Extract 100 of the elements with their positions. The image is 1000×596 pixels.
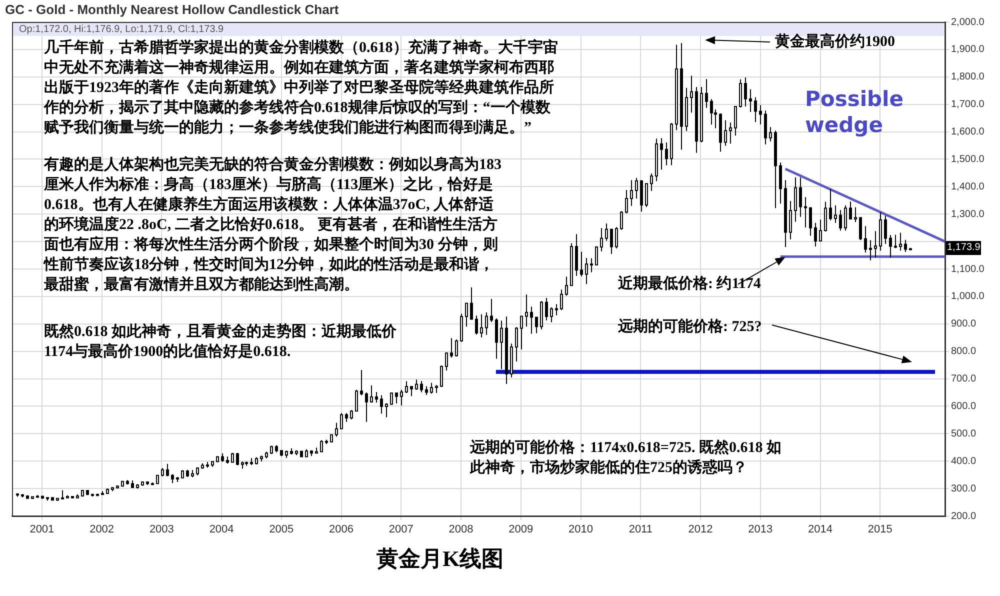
candlestick xyxy=(186,469,189,478)
candlestick xyxy=(56,497,59,502)
candlestick xyxy=(360,369,363,396)
candlestick xyxy=(465,302,468,328)
annotation: 既然0.618 如此神奇，且看黄金的走势图：近期最低价1174与最高价1900的比值恰好是0.618. xyxy=(44,322,398,362)
y-tick-label: 700.0 xyxy=(951,374,976,385)
candlestick xyxy=(710,98,713,126)
x-tick-label: 2003 xyxy=(149,524,174,536)
candlestick xyxy=(330,434,333,443)
candlestick xyxy=(46,496,49,502)
candlestick xyxy=(325,439,328,445)
candlestick xyxy=(141,480,144,486)
candlestick xyxy=(545,297,548,321)
candlestick xyxy=(535,316,538,334)
x-tick-label: 2002 xyxy=(90,524,114,536)
candlestick xyxy=(26,494,29,500)
candlestick xyxy=(226,456,229,464)
x-tick-label: 2001 xyxy=(30,524,54,536)
candlestick xyxy=(275,444,278,453)
candlestick xyxy=(166,463,169,477)
candlestick xyxy=(86,490,89,496)
candlestick xyxy=(784,180,787,248)
y-tick-label: 1,900.0 xyxy=(951,44,985,56)
x-tick-label: 2009 xyxy=(508,524,534,536)
annotation: 几千年前，古希腊哲学家提出的黄金分割模数（0.618）充满了神奇。大千宇宙中无处不充满着这一神奇规律运用。例如在建筑方面，著名建筑学家柯布西耶出版于1923年的著作《走向新建筑》中列举了对巴黎圣母院等经典建筑作品所作的分析，揭示了其中隐藏的参考线符合0.618规律后惊叹的写到：“一个模数赋予我们衡量与统一的能力；一条参考线使我们能进行构图而得到满足。” xyxy=(44,38,559,138)
text: 1,173.9 xyxy=(946,241,982,255)
candlestick xyxy=(241,461,244,470)
candlestick xyxy=(749,88,752,113)
candlestick xyxy=(136,484,139,490)
candlestick xyxy=(515,326,518,362)
candlestick xyxy=(231,452,234,464)
candlestick xyxy=(585,258,588,285)
y-tick-label: 800.0 xyxy=(951,346,976,358)
candlestick xyxy=(580,251,583,277)
candlestick xyxy=(111,486,114,492)
candlestick xyxy=(91,494,94,498)
candlestick xyxy=(400,389,403,406)
candlestick xyxy=(744,76,747,108)
candlestick xyxy=(206,461,209,468)
candlestick xyxy=(754,96,757,123)
candlestick xyxy=(146,480,149,486)
candlestick xyxy=(305,448,308,458)
candlestick xyxy=(764,110,767,145)
candlestick xyxy=(490,298,493,322)
candlestick xyxy=(560,289,563,311)
candlestick xyxy=(655,138,658,182)
candlestick xyxy=(884,215,887,245)
annotation: 近期最低价格: 约1174 xyxy=(618,274,762,294)
candlestick xyxy=(445,352,448,372)
candlestick xyxy=(680,42,683,150)
candlestick xyxy=(575,234,578,276)
annotation: 远期的可能价格：1174x0.618=725. 既然0.618 如此神奇，市场炒家能低的住725的诱惑吗？ xyxy=(470,438,782,478)
candlestick xyxy=(769,126,772,142)
candlestick xyxy=(620,210,623,230)
candlestick xyxy=(395,392,398,404)
candlestick xyxy=(245,461,248,466)
chart-title: GC - Gold - Monthly Nearest Hollow Candlestick Chart xyxy=(5,2,339,17)
candlestick xyxy=(864,226,867,254)
candlestick xyxy=(485,312,488,336)
candlestick xyxy=(530,306,533,334)
candlestick xyxy=(430,382,433,394)
candlestick xyxy=(525,294,528,328)
candlestick xyxy=(904,239,907,252)
candlestick xyxy=(355,389,358,412)
y-tick-label: 1,500.0 xyxy=(951,154,985,165)
y-tick-label: 600.0 xyxy=(951,400,976,412)
candlestick xyxy=(16,492,19,498)
y-tick-label: 1,300.0 xyxy=(951,208,985,220)
candlestick xyxy=(191,470,194,478)
candlestick xyxy=(500,320,503,370)
candlestick xyxy=(779,162,782,204)
y-tick-label: 1,100.0 xyxy=(951,264,985,275)
candlestick xyxy=(695,86,698,154)
candlestick xyxy=(121,480,124,488)
candlestick xyxy=(645,182,648,208)
candlestick xyxy=(615,226,618,249)
candlestick xyxy=(814,222,817,247)
candlestick xyxy=(495,318,498,360)
candlestick xyxy=(804,196,807,228)
candlestick xyxy=(425,386,428,396)
candlestick xyxy=(250,458,253,466)
candlestick xyxy=(345,412,348,422)
annotation: Op:1,172.0, Hi:1,176.9, Lo:1,171.9, Cl:1,173.9 xyxy=(19,24,224,35)
candlestick xyxy=(809,207,812,236)
y-tick-label: 1,600.0 xyxy=(951,126,985,138)
candlestick xyxy=(665,142,668,166)
candlestick xyxy=(380,394,383,414)
candlestick xyxy=(595,246,598,266)
y-tick-label: 2,000.0 xyxy=(951,16,985,28)
candlestick xyxy=(555,304,558,316)
candlestick xyxy=(375,391,378,404)
candlestick xyxy=(550,306,553,323)
candlestick xyxy=(739,78,742,108)
candlestick xyxy=(265,451,268,459)
candlestick xyxy=(844,204,847,232)
candlestick xyxy=(839,209,842,232)
x-tick-label: 2011 xyxy=(628,524,652,536)
candlestick xyxy=(625,189,628,214)
candlestick xyxy=(181,470,184,479)
x-tick-label: 2006 xyxy=(329,524,354,536)
